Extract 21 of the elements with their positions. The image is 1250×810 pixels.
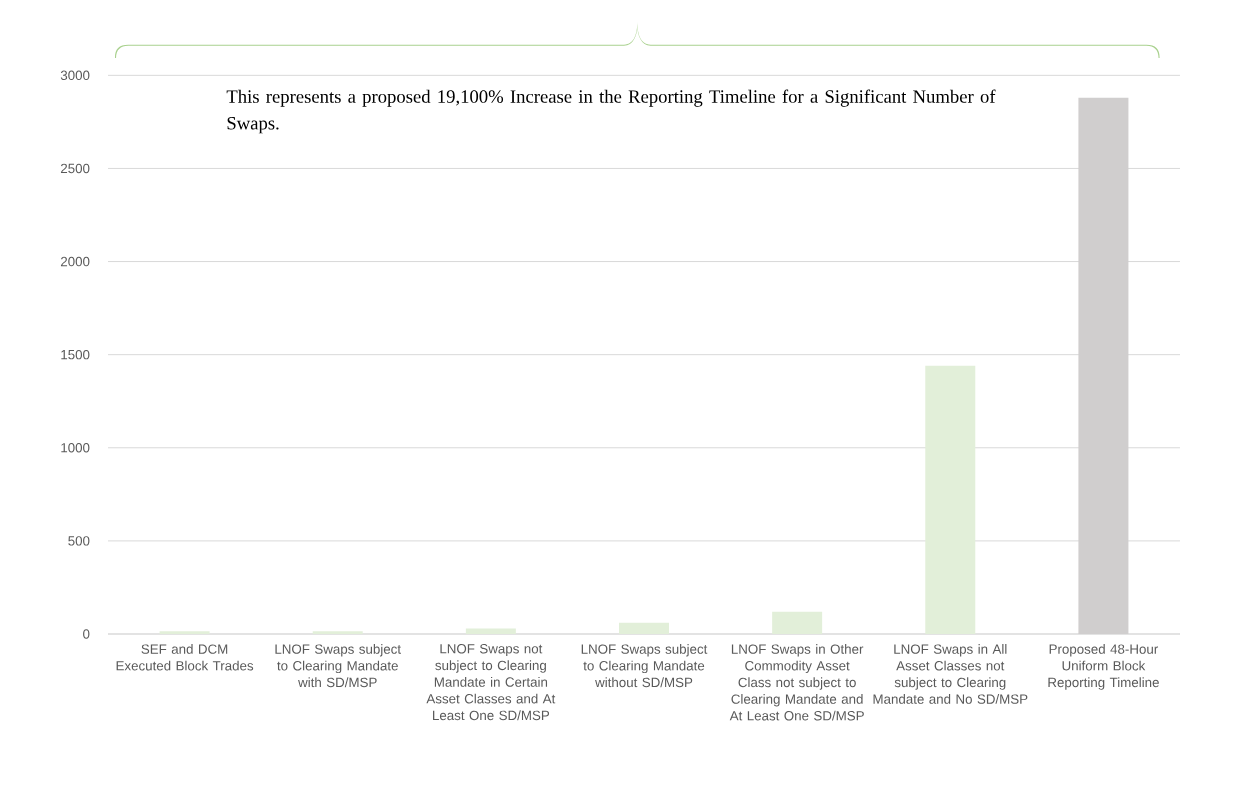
- y-tick-label: 2500: [60, 163, 90, 174]
- x-tick-label: LNOF Swaps subject to Clearing Mandate with SD/MSP: [275, 644, 401, 688]
- x-tick-label: LNOF Swaps not subject to Clearing Mandate in Certain Asset Classes and At Least One SD/MSP: [426, 644, 556, 721]
- x-tick-label: LNOF Swaps in Other Commodity Asset Class not subject to Clearing Mandate and At Least One SD/MSP: [729, 644, 864, 721]
- x-tick-label: Proposed 48-Hour Uniform Block Reporting Timeline: [1048, 644, 1159, 690]
- y-tick-label: 2000: [60, 256, 90, 267]
- y-tick-label: 1500: [61, 349, 90, 360]
- bar: [619, 622, 669, 634]
- bar: [159, 631, 210, 634]
- bar: [312, 631, 363, 634]
- y-tick-label: 500: [68, 536, 90, 546]
- y-tick-label: 3000: [60, 70, 90, 81]
- x-tick-label: LNOF Swaps in All Asset Classes not subject to Clearing Mandate and No SD/MSP: [873, 644, 1028, 704]
- y-tick-label: 1000: [61, 443, 90, 453]
- x-tick-label: SEF and DCM Executed Block Trades: [116, 644, 254, 671]
- y-tick-label: 0: [83, 629, 90, 639]
- bar: [772, 611, 823, 634]
- annotation: This represents a proposed 19,100% Increase in the Reporting Timeline for a Significant Number of Swaps.: [226, 89, 996, 134]
- bar: [925, 365, 976, 634]
- x-tick-label: LNOF Swaps subject to Clearing Mandate without SD/MSP: [581, 644, 708, 688]
- bar: [465, 628, 516, 634]
